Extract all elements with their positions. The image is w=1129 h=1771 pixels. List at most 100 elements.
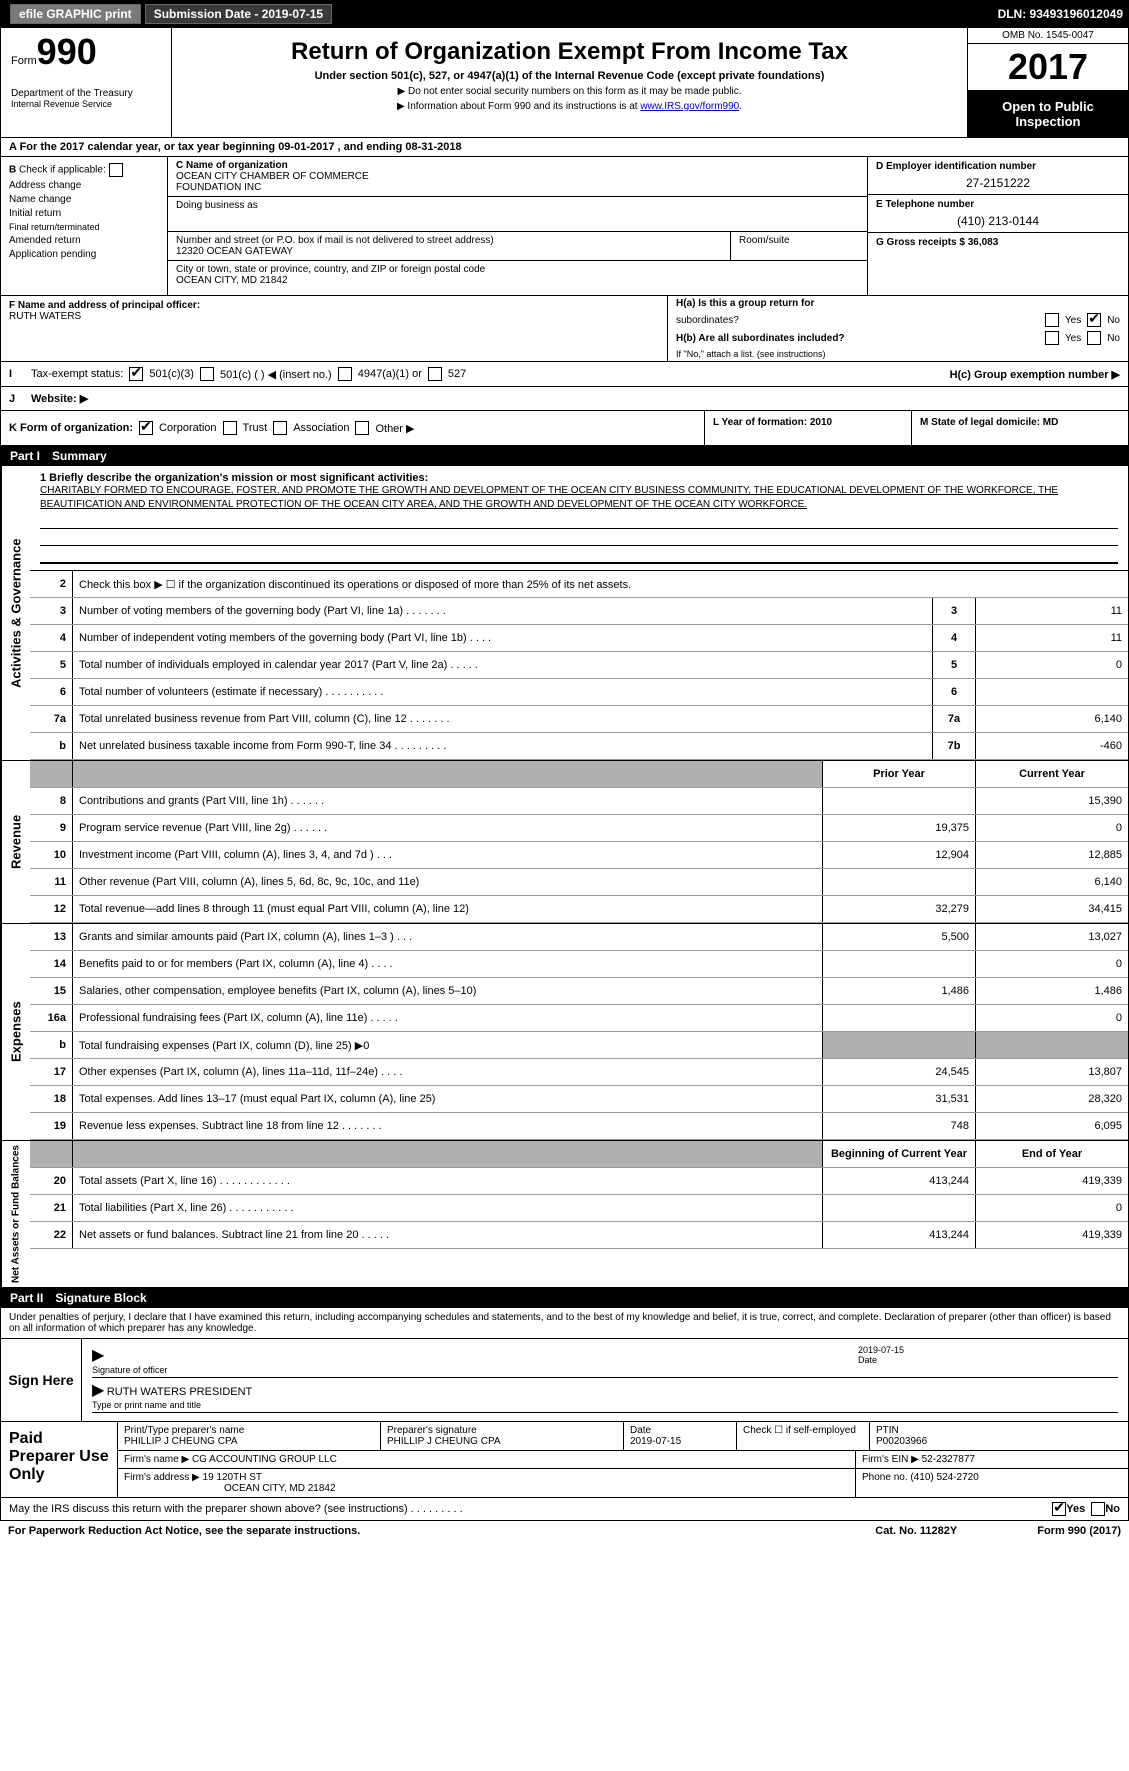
l22-prior: 413,244 [823, 1222, 976, 1249]
l5-val: 0 [976, 652, 1129, 679]
l20-prior: 413,244 [823, 1168, 976, 1195]
j-label: J [9, 393, 25, 405]
opt-corp: Corporation [159, 422, 216, 434]
revenue-table: Prior YearCurrent Year 8Contributions an… [30, 761, 1128, 923]
opt-assoc: Association [293, 422, 349, 434]
form-number: 990 [37, 31, 97, 72]
part2-title: Signature Block [55, 1291, 146, 1305]
vtab-expenses: Expenses [1, 924, 30, 1140]
l7a-num: 7a [30, 706, 73, 733]
org-name-1: OCEAN CITY CHAMBER OF COMMERCE [176, 171, 859, 182]
chk-501c3[interactable] [129, 367, 143, 381]
chk-trust[interactable] [223, 421, 237, 435]
phone-value: (410) 213-0144 [876, 214, 1120, 228]
l7a-val: 6,140 [976, 706, 1129, 733]
ha-no: No [1107, 315, 1120, 326]
l3-label: Number of voting members of the governin… [73, 598, 933, 625]
l10-current: 12,885 [976, 842, 1129, 869]
l11-current: 6,140 [976, 869, 1129, 896]
submission-date: Submission Date - 2019-07-15 [145, 4, 332, 24]
form-prefix: Form [11, 55, 37, 67]
firm-addr-label: Firm's address ▶ [124, 1472, 200, 1483]
chk-other[interactable] [355, 421, 369, 435]
opt-501c3: 501(c)(3) [149, 368, 194, 380]
k-label: K Form of organization: [9, 422, 133, 434]
l8-num: 8 [30, 788, 73, 815]
hb-no-chk[interactable] [1087, 331, 1101, 345]
l7a-box: 7a [933, 706, 976, 733]
firm-phone: (410) 524-2720 [910, 1472, 978, 1483]
firm-addr2: OCEAN CITY, MD 21842 [224, 1483, 336, 1494]
paid-preparer-label: Paid Preparer Use Only [1, 1422, 118, 1497]
f-label: F Name and address of principal officer: [9, 300, 659, 311]
l4-label: Number of independent voting members of … [73, 625, 933, 652]
prep-date-label: Date [630, 1425, 651, 1436]
l21-prior [823, 1195, 976, 1222]
chk-address: Address change [9, 180, 81, 191]
footer-mid: Cat. No. 11282Y [875, 1525, 957, 1537]
preparer-sig: PHILLIP J CHEUNG CPA [387, 1436, 501, 1447]
l12-num: 12 [30, 896, 73, 923]
tax-year: 2017 [968, 44, 1128, 91]
vtab-governance: Activities & Governance [1, 466, 30, 760]
l3-box: 3 [933, 598, 976, 625]
l19-prior: 748 [823, 1113, 976, 1140]
l12-prior: 32,279 [823, 896, 976, 923]
l12-label: Total revenue—add lines 8 through 11 (mu… [73, 896, 823, 923]
room-suite-label: Room/suite [731, 232, 867, 260]
discuss-no-chk[interactable] [1091, 1502, 1105, 1516]
prep-sig-label: Preparer's signature [387, 1425, 477, 1436]
l8-label: Contributions and grants (Part VIII, lin… [73, 788, 823, 815]
form-header: Form990 Department of the Treasury Inter… [0, 28, 1129, 138]
l15-label: Salaries, other compensation, employee b… [73, 978, 823, 1005]
l13-current: 13,027 [976, 924, 1129, 951]
dba-label: Doing business as [176, 200, 859, 211]
l16a-num: 16a [30, 1005, 73, 1032]
irs-link[interactable]: www.IRS.gov/form990 [640, 101, 739, 112]
chk-4947[interactable] [338, 367, 352, 381]
l6-val [976, 679, 1129, 706]
chk-assoc[interactable] [273, 421, 287, 435]
hdr-prior: Prior Year [823, 761, 976, 788]
vtab-net: Net Assets or Fund Balances [1, 1141, 30, 1287]
hb-yes-chk[interactable] [1045, 331, 1059, 345]
chk-527[interactable] [428, 367, 442, 381]
l17-prior: 24,545 [823, 1059, 976, 1086]
part1-title: Summary [52, 449, 107, 463]
l18-label: Total expenses. Add lines 13–17 (must eq… [73, 1086, 823, 1113]
ha-no-chk[interactable] [1087, 313, 1101, 327]
l21-current: 0 [976, 1195, 1129, 1222]
l18-num: 18 [30, 1086, 73, 1113]
chk-pending: Application pending [9, 249, 96, 260]
governance-table: 2Check this box ▶ ☐ if the organization … [30, 571, 1128, 760]
prep-date: 2019-07-15 [630, 1436, 681, 1447]
l7b-label: Net unrelated business taxable income fr… [73, 733, 933, 760]
l16a-label: Professional fundraising fees (Part IX, … [73, 1005, 823, 1032]
form-note2: ▶ Information about Form 990 and its ins… [397, 101, 640, 112]
chk-corp[interactable] [139, 421, 153, 435]
chk-501c[interactable] [200, 367, 214, 381]
firm-ein: 52-2327877 [922, 1454, 975, 1465]
officer-name: RUTH WATERS [9, 311, 659, 322]
discuss-yes-chk[interactable] [1052, 1502, 1066, 1516]
l19-num: 19 [30, 1113, 73, 1140]
l6-box: 6 [933, 679, 976, 706]
officer-h-row: F Name and address of principal officer:… [0, 296, 1129, 362]
ha-yes-chk[interactable] [1045, 313, 1059, 327]
discuss-row: May the IRS discuss this return with the… [0, 1498, 1129, 1521]
l14-current: 0 [976, 951, 1129, 978]
checkbox-icon[interactable] [109, 163, 123, 177]
l14-num: 14 [30, 951, 73, 978]
mission-text: CHARITABLY FORMED TO ENCOURAGE, FOSTER, … [40, 484, 1118, 512]
l21-num: 21 [30, 1195, 73, 1222]
l7b-num: b [30, 733, 73, 760]
l5-label: Total number of individuals employed in … [73, 652, 933, 679]
footer: For Paperwork Reduction Act Notice, see … [0, 1521, 1129, 1541]
omb-number: OMB No. 1545-0047 [968, 28, 1128, 44]
g-gross-label: G Gross receipts $ 36,083 [876, 237, 1120, 248]
l14-label: Benefits paid to or for members (Part IX… [73, 951, 823, 978]
l19-current: 6,095 [976, 1113, 1129, 1140]
hb-yes: Yes [1065, 333, 1081, 344]
l4-val: 11 [976, 625, 1129, 652]
net-assets-table: Beginning of Current YearEnd of Year 20T… [30, 1141, 1128, 1249]
